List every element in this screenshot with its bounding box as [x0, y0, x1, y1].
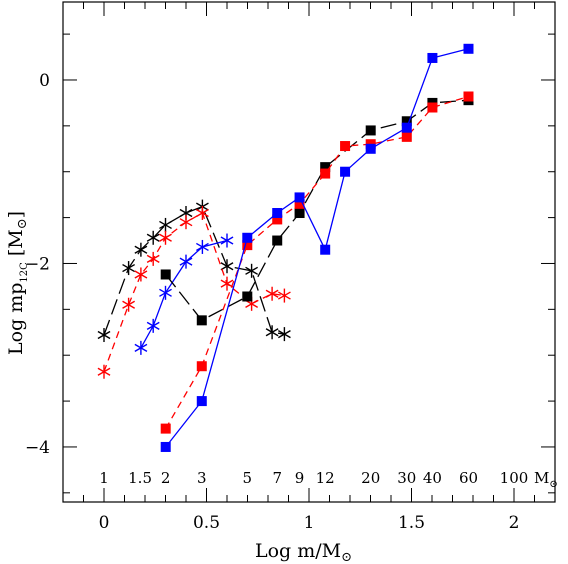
data-point-square [401, 116, 412, 127]
x-tick-label: 2 [509, 513, 520, 533]
data-point-square [320, 244, 331, 255]
data-point-star [134, 242, 148, 257]
mass-label: 100 [500, 469, 529, 487]
y-tick-label: 0 [39, 71, 50, 91]
data-point-square [463, 91, 474, 102]
data-point-square [242, 291, 253, 302]
data-point-square [340, 141, 351, 152]
y-axis-label-unit-end: ] [5, 211, 27, 218]
data-point-star [195, 239, 209, 254]
mass-label: 20 [361, 469, 380, 487]
series-line-1 [103, 212, 285, 372]
y-tick-label: −4 [25, 438, 50, 458]
data-point-star [97, 328, 111, 343]
data-point-star [265, 325, 279, 340]
mass-label: 1 [99, 469, 109, 487]
mass-label: 1.5 [128, 469, 152, 487]
axis-ticks [62, 2, 556, 502]
data-point-star [122, 297, 136, 312]
x-axis-label: Log m/M⊙ [255, 540, 352, 564]
data-point-star [220, 259, 234, 274]
data-point-square [196, 315, 207, 326]
mass-label: 40 [423, 469, 442, 487]
data-point-square [365, 125, 376, 136]
y-axis-label-unit-sym: ⊙ [15, 218, 30, 229]
data-point-square [427, 52, 438, 63]
data-point-star [134, 267, 148, 282]
series-line-0 [103, 205, 285, 336]
mass-label: 3 [197, 469, 207, 487]
y-axis-label: Log mp12C [M⊙] [5, 211, 30, 355]
data-point-square [340, 166, 351, 177]
data-point-star [195, 206, 209, 221]
mass-label: 5 [243, 469, 253, 487]
data-point-square [242, 232, 253, 243]
mass-label: 7 [272, 469, 282, 487]
data-point-star [220, 276, 234, 291]
data-point-star [97, 364, 111, 379]
mass-label: 12 [316, 469, 335, 487]
data-point-square [463, 43, 474, 54]
data-point-star [159, 217, 172, 232]
data-point-square [401, 131, 412, 142]
data-point-star [179, 254, 193, 269]
x-tick-label: 0.5 [193, 513, 220, 533]
mass-unit-label: M⊙ [534, 469, 558, 490]
data-point-square [160, 423, 171, 434]
data-point-star [146, 230, 160, 245]
data-point-star [179, 215, 193, 230]
series-line-2 [140, 239, 228, 349]
data-point-square [427, 102, 438, 113]
data-point-star [159, 230, 172, 245]
series-line-4 [165, 95, 469, 429]
data-point-star [277, 288, 291, 303]
data-point-square [294, 192, 305, 203]
data-point-star [159, 285, 172, 300]
data-point-square [320, 162, 331, 173]
data-point-star [146, 318, 160, 333]
data-point-square [365, 143, 376, 154]
mass-label: 60 [459, 469, 478, 487]
data-point-star [245, 263, 259, 278]
data-point-star [220, 233, 234, 248]
mass-label: 30 [397, 469, 416, 487]
data-point-square [294, 208, 305, 219]
mass-label: 9 [295, 469, 305, 487]
data-point-square [160, 441, 171, 452]
y-axis-label-sub: 12C [19, 262, 30, 283]
x-tick-label: 0 [99, 513, 110, 533]
y-axis-label-unit: [M [5, 229, 27, 256]
axis-tick-labels: 0 0.5 1 1.5 20−2−4 [25, 71, 519, 533]
x-tick-label: 1.5 [398, 513, 425, 533]
data-point-star [146, 251, 160, 266]
data-point-square [272, 214, 283, 225]
data-point-square [196, 361, 207, 372]
data-point-square [320, 168, 331, 179]
mass-labels: 1 1.5 2 3 5 7 9 12 20 30 40 60 100 M⊙ [99, 469, 558, 490]
data-point-square [196, 396, 207, 407]
data-point-star [134, 340, 148, 355]
data-point-square [160, 269, 171, 280]
series-layer [97, 43, 474, 452]
data-point-star [277, 327, 291, 342]
x-axis-label-sun-symbol: ⊙ [341, 550, 352, 564]
mass-label: 2 [161, 469, 171, 487]
data-point-square [401, 122, 412, 133]
y-axis-label-main: Log mp [5, 283, 27, 355]
data-point-square [272, 208, 283, 219]
series-line-3 [165, 99, 469, 322]
x-tick-label: 1 [304, 513, 315, 533]
data-point-square [294, 198, 305, 209]
series-line-5 [165, 48, 469, 448]
y-tick-label: −2 [25, 254, 50, 274]
x-axis-label-main: Log m/M [255, 540, 341, 562]
data-point-square [242, 240, 253, 251]
data-point-square [272, 235, 283, 246]
data-point-star [122, 261, 136, 276]
data-point-star [265, 286, 279, 301]
